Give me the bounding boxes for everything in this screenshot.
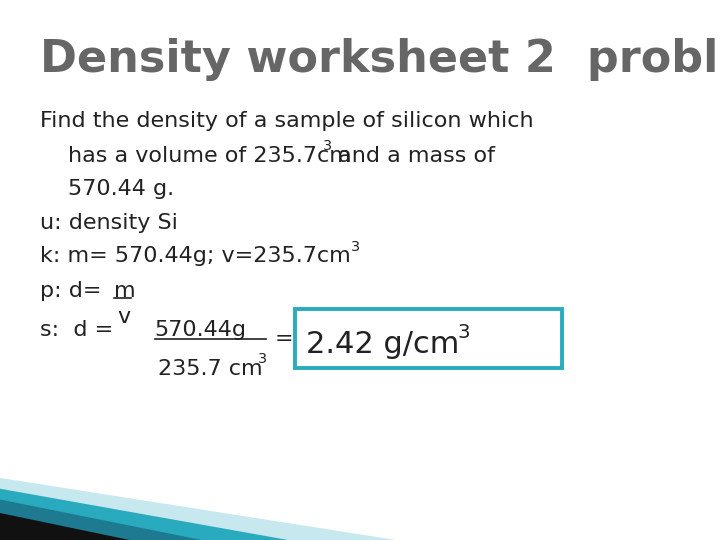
Text: m: m bbox=[114, 281, 135, 301]
Text: has a volume of 235.7cm: has a volume of 235.7cm bbox=[68, 146, 351, 166]
FancyBboxPatch shape bbox=[295, 309, 562, 368]
Text: v: v bbox=[117, 307, 130, 327]
Text: 3: 3 bbox=[323, 139, 332, 153]
Text: 3: 3 bbox=[258, 352, 267, 366]
Text: Find the density of a sample of silicon which: Find the density of a sample of silicon … bbox=[40, 111, 534, 131]
Text: 570.44 g.: 570.44 g. bbox=[68, 179, 174, 199]
Polygon shape bbox=[0, 489, 288, 540]
Polygon shape bbox=[0, 513, 130, 540]
Text: 3: 3 bbox=[457, 323, 470, 342]
Text: 570.44g: 570.44g bbox=[155, 320, 247, 340]
Text: k: m= 570.44g; v=235.7cm: k: m= 570.44g; v=235.7cm bbox=[40, 246, 351, 266]
Text: 235.7 cm: 235.7 cm bbox=[158, 359, 263, 379]
Text: p: d=: p: d= bbox=[40, 281, 108, 301]
Text: 3: 3 bbox=[351, 240, 361, 254]
Text: u: density Si: u: density Si bbox=[40, 213, 177, 233]
Polygon shape bbox=[0, 500, 202, 540]
Text: 2.42 g/cm: 2.42 g/cm bbox=[306, 330, 459, 360]
Text: =: = bbox=[275, 329, 294, 349]
Polygon shape bbox=[0, 478, 396, 540]
Text: s:  d =: s: d = bbox=[40, 320, 120, 340]
Text: Density worksheet 2  problem  5: Density worksheet 2 problem 5 bbox=[40, 38, 720, 81]
Text: and a mass of: and a mass of bbox=[331, 146, 495, 166]
